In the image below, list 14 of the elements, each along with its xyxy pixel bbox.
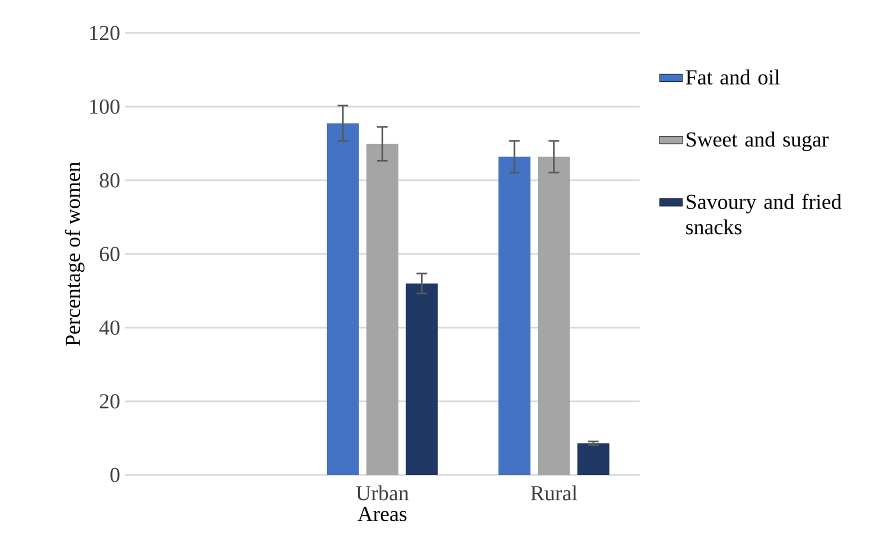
- x-tick-label: Urban: [356, 485, 409, 500]
- x-tick-label: Rural: [530, 485, 578, 500]
- y-tick-label: 0: [110, 468, 120, 482]
- y-axis-title: Percentage of women: [64, 162, 84, 346]
- legend-label: Fat and oil: [686, 70, 780, 85]
- y-tick-label: 120: [90, 26, 120, 40]
- y-tick-label: 40: [99, 320, 120, 335]
- y-tick-label: 60: [100, 246, 120, 262]
- y-tick-label: 100: [90, 99, 120, 114]
- legend-label: Sweet and sugar: [686, 132, 829, 152]
- y-tick-label: 80: [100, 173, 120, 188]
- y-tick-label: 20: [100, 394, 120, 409]
- x-axis-title: Areas: [358, 506, 406, 522]
- legend-label: Savoury and fried snacks: [686, 194, 842, 234]
